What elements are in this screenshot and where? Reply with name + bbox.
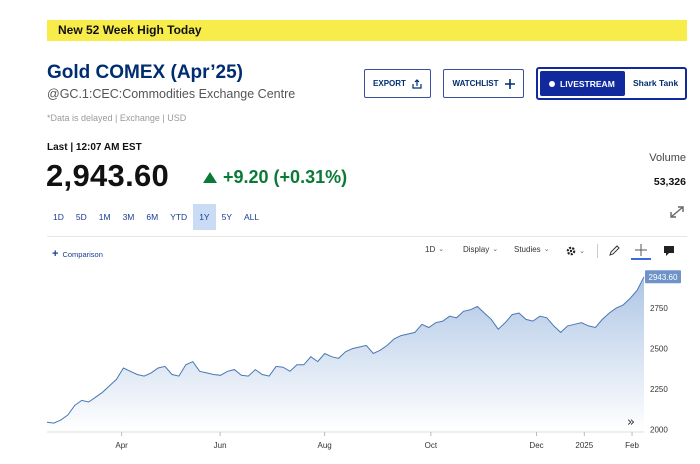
y-tick-label: 2500 (650, 345, 668, 354)
price-chart[interactable]: + Comparison 1D ⌄ Display ⌄ Studies ⌄ ⌄ 200… (47, 236, 687, 464)
studies-dropdown[interactable]: Studies ⌄ (514, 245, 550, 254)
volume-value: 53,326 (653, 176, 686, 188)
range-1d[interactable]: 1D (53, 212, 64, 222)
display-dropdown[interactable]: Display ⌄ (463, 245, 498, 254)
livestream-button[interactable]: LIVESTREAM (540, 71, 625, 96)
range-5d[interactable]: 5D (75, 212, 87, 222)
symbol-subtitle: @GC.1:CEC:Commodities Exchange Centre (47, 87, 296, 101)
price-change-value: +9.20 (+0.31%) (223, 167, 348, 187)
interval-label: 1D (425, 245, 436, 254)
livestream-widget[interactable]: LIVESTREAM Shark Tank (536, 67, 687, 100)
plus-icon: + (52, 248, 59, 260)
crosshair-icon (635, 244, 647, 256)
range-all[interactable]: ALL (244, 212, 260, 222)
price-plot[interactable]: 2000 2250 2500 2750 Apr Jun Aug Oct Dec 2025 Feb 29… (47, 236, 687, 464)
range-3m[interactable]: 3M (122, 212, 135, 222)
watchlist-button[interactable]: WATCHLIST (443, 69, 524, 98)
x-tick-label: Aug (317, 441, 331, 450)
settings-button[interactable]: ⌄ (565, 242, 585, 260)
export-button[interactable]: EXPORT (364, 69, 431, 98)
display-label: Display (463, 245, 490, 254)
last-price-tag (645, 270, 681, 284)
chevron-down-icon: ⌄ (579, 248, 585, 255)
interval-dropdown[interactable]: 1D ⌄ (425, 245, 444, 254)
last-price: 2,943.60 (46, 158, 170, 193)
banner-text: New 52 Week High Today (58, 23, 202, 37)
range-5y[interactable]: 5Y (221, 212, 232, 222)
delay-note: *Data is delayed | Exchange | USD (47, 113, 187, 123)
x-tick-label: Apr (115, 441, 128, 450)
comparison-label: Comparison (62, 249, 103, 259)
range-ytd[interactable]: YTD (170, 212, 188, 222)
x-tick-label: 2025 (575, 441, 593, 450)
comment-button[interactable] (659, 242, 679, 260)
price-line (47, 276, 645, 424)
volume-label: Volume (649, 152, 686, 164)
range-1m[interactable]: 1M (98, 212, 111, 222)
crosshair-button[interactable] (631, 242, 651, 260)
page-title: Gold COMEX (Apr’25) (47, 62, 243, 83)
double-chevron-right-icon[interactable]: » (627, 415, 635, 430)
y-tick-label: 2250 (650, 385, 668, 394)
new-high-banner: New 52 Week High Today (47, 20, 687, 41)
live-dot-icon (549, 80, 555, 87)
range-6m[interactable]: 6M (146, 212, 159, 222)
x-tick-label: Dec (529, 441, 543, 450)
studies-label: Studies (514, 245, 541, 254)
x-tick-label: Feb (625, 441, 639, 450)
pencil-icon (609, 245, 620, 256)
plus-icon (504, 78, 515, 89)
time-range-selector: 1D 5D 1M 3M 6M YTD 1Y 5Y ALL (47, 204, 265, 230)
last-price-tag-label: 2943.60 (649, 273, 678, 282)
chevron-down-icon: ⌄ (492, 246, 499, 253)
livestream-show-name[interactable]: Shark Tank (633, 78, 679, 88)
share-icon (412, 78, 422, 89)
y-tick-label: 2750 (650, 304, 668, 313)
range-1y[interactable]: 1Y (193, 204, 216, 230)
toolbar-divider (597, 244, 598, 258)
gear-icon (566, 246, 576, 256)
x-tick-label: Jun (214, 441, 227, 450)
expand-icon[interactable] (668, 204, 686, 220)
livestream-label: LIVESTREAM (560, 78, 615, 89)
price-area (47, 276, 644, 432)
price-change: +9.20 (+0.31%) (203, 167, 347, 188)
chart-toolbar: + Comparison 1D ⌄ Display ⌄ Studies ⌄ ⌄ (47, 236, 687, 263)
watchlist-label: WATCHLIST (452, 79, 499, 88)
chevron-down-icon: ⌄ (543, 246, 550, 253)
comment-icon (664, 246, 674, 256)
up-arrow-icon (203, 172, 217, 183)
last-time-label: Last | 12:07 AM EST (47, 142, 142, 153)
chevron-down-icon: ⌄ (438, 246, 445, 253)
x-tick-label: Oct (425, 441, 438, 450)
y-tick-label: 2000 (650, 426, 668, 435)
draw-button[interactable] (604, 242, 624, 260)
export-label: EXPORT (373, 79, 406, 88)
comparison-button[interactable]: + Comparison (52, 248, 103, 260)
